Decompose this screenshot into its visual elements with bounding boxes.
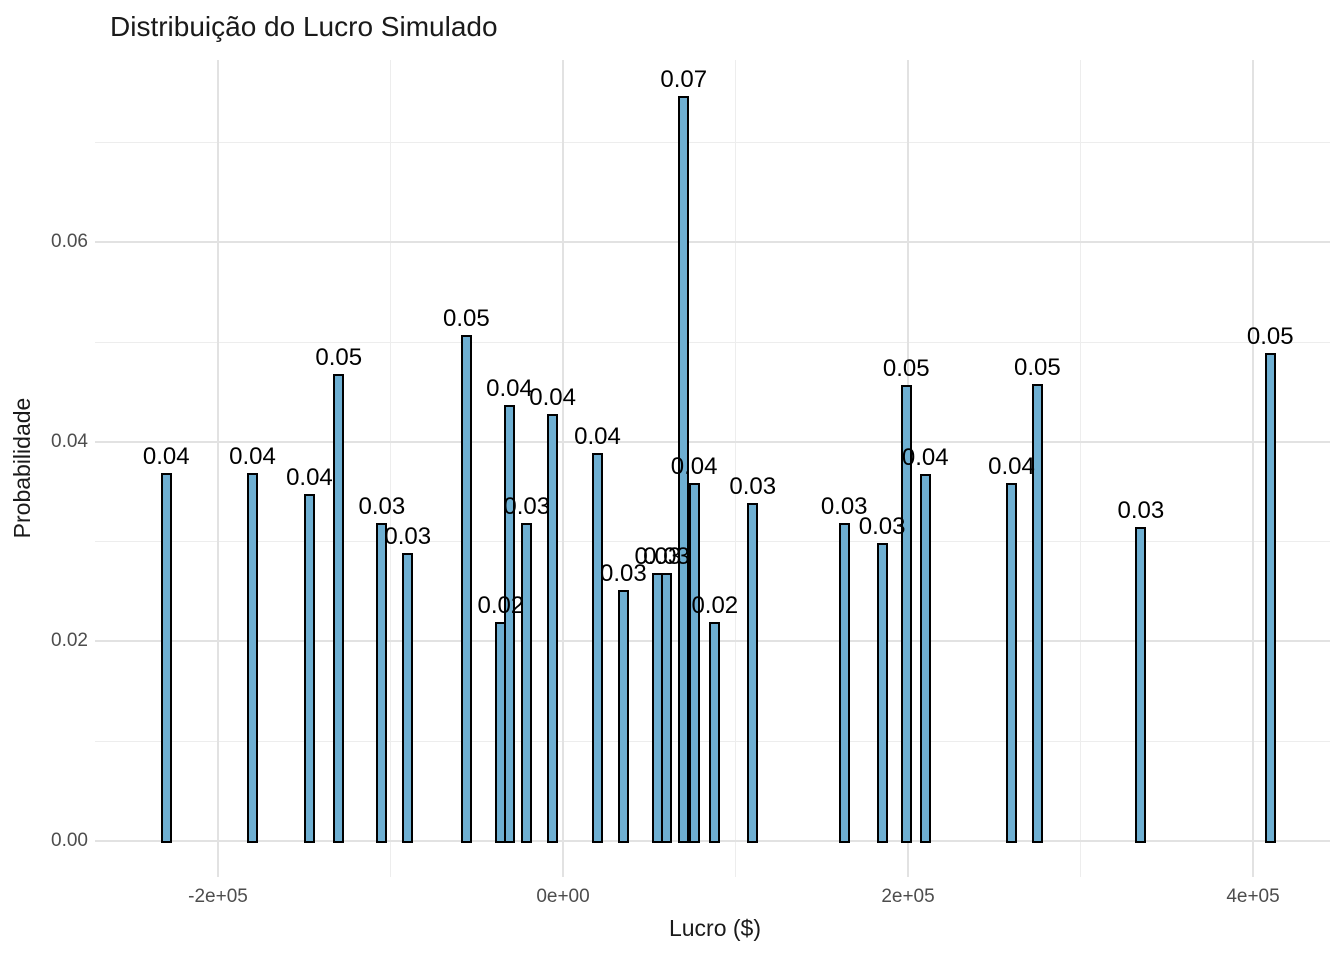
bar	[1264, 352, 1276, 843]
bar-label: 0.05	[443, 305, 490, 332]
bar-label: 0.03	[820, 492, 868, 520]
bar-label: 0.04	[670, 452, 718, 480]
bar-label: 0.04	[574, 422, 621, 450]
bar-label: 0.02	[477, 592, 525, 620]
bar-label: 0.03	[729, 472, 777, 500]
bar	[460, 335, 472, 843]
bar-label: 0.04	[142, 442, 190, 470]
bar	[876, 542, 888, 843]
x-axis-title: Lucro ($)	[668, 915, 762, 941]
y-axis-title: Probabilidade	[9, 397, 35, 539]
bar-label: 0.03	[384, 522, 432, 550]
bar	[303, 493, 315, 843]
bar-label: 0.04	[988, 452, 1035, 480]
bar-label: 0.07	[660, 66, 708, 94]
bar-label: 0.03	[643, 542, 690, 570]
gridline-minor-x	[390, 60, 391, 877]
bar-label: 0.03	[600, 559, 647, 587]
bar	[709, 622, 721, 843]
y-tick-label: 0.00	[51, 830, 88, 851]
bar-label: 0.05	[315, 343, 363, 371]
gridline-minor-y	[95, 541, 1330, 543]
bar	[547, 413, 559, 843]
bar	[333, 373, 345, 843]
bar	[747, 502, 759, 843]
y-tick-label: 0.06	[51, 231, 88, 253]
bar-label: 0.03	[1117, 496, 1165, 524]
bar	[1135, 526, 1147, 843]
bar	[160, 472, 172, 843]
bar	[919, 473, 931, 843]
bar-label: 0.03	[503, 492, 551, 520]
x-tick-label: 2e+05	[881, 886, 935, 907]
bar-label: 0.04	[286, 463, 333, 491]
bar	[661, 572, 672, 843]
gridline-minor-x	[735, 60, 736, 877]
gridline-major-y	[95, 241, 1330, 244]
bar-label: 0.03	[858, 512, 906, 540]
bar	[617, 589, 629, 843]
gridline-minor-y	[95, 341, 1330, 343]
bar	[521, 522, 533, 843]
bar-label: 0.02	[691, 592, 739, 620]
gridline-major-y	[95, 440, 1330, 443]
gridline-major-x	[217, 60, 219, 877]
bar	[1031, 383, 1043, 843]
gridline-minor-y	[95, 141, 1330, 143]
bar-label: 0.04	[486, 374, 533, 402]
bar	[838, 522, 850, 843]
bar-label: 0.05	[1246, 322, 1294, 350]
bar-label: 0.03	[634, 542, 682, 570]
bar-label: 0.04	[901, 443, 949, 471]
bar	[402, 552, 414, 843]
x-tick-label: 0e+00	[536, 886, 590, 907]
bar	[1006, 482, 1017, 843]
bar-label: 0.05	[882, 354, 930, 382]
chart-title: Distribuição do Lucro Simulado	[110, 11, 498, 42]
y-tick-label: 0.04	[51, 430, 88, 452]
gridline-major-x	[562, 60, 564, 877]
x-tick-label: -2e+05	[188, 886, 248, 907]
bar	[376, 522, 388, 843]
bar-label: 0.04	[529, 383, 576, 411]
bar	[504, 404, 516, 843]
x-tick-label: 4e+05	[1226, 886, 1280, 907]
bar	[247, 472, 258, 843]
y-tick-label: 0.02	[51, 630, 88, 652]
gridline-major-x	[1252, 60, 1254, 877]
bar	[900, 384, 912, 843]
bar-label: 0.03	[358, 492, 406, 520]
bar	[688, 482, 700, 843]
bar-label: 0.05	[1014, 353, 1061, 381]
gridline-minor-x	[1080, 60, 1081, 877]
bar-label: 0.04	[229, 442, 276, 470]
bar	[678, 96, 690, 843]
bar	[592, 452, 603, 843]
